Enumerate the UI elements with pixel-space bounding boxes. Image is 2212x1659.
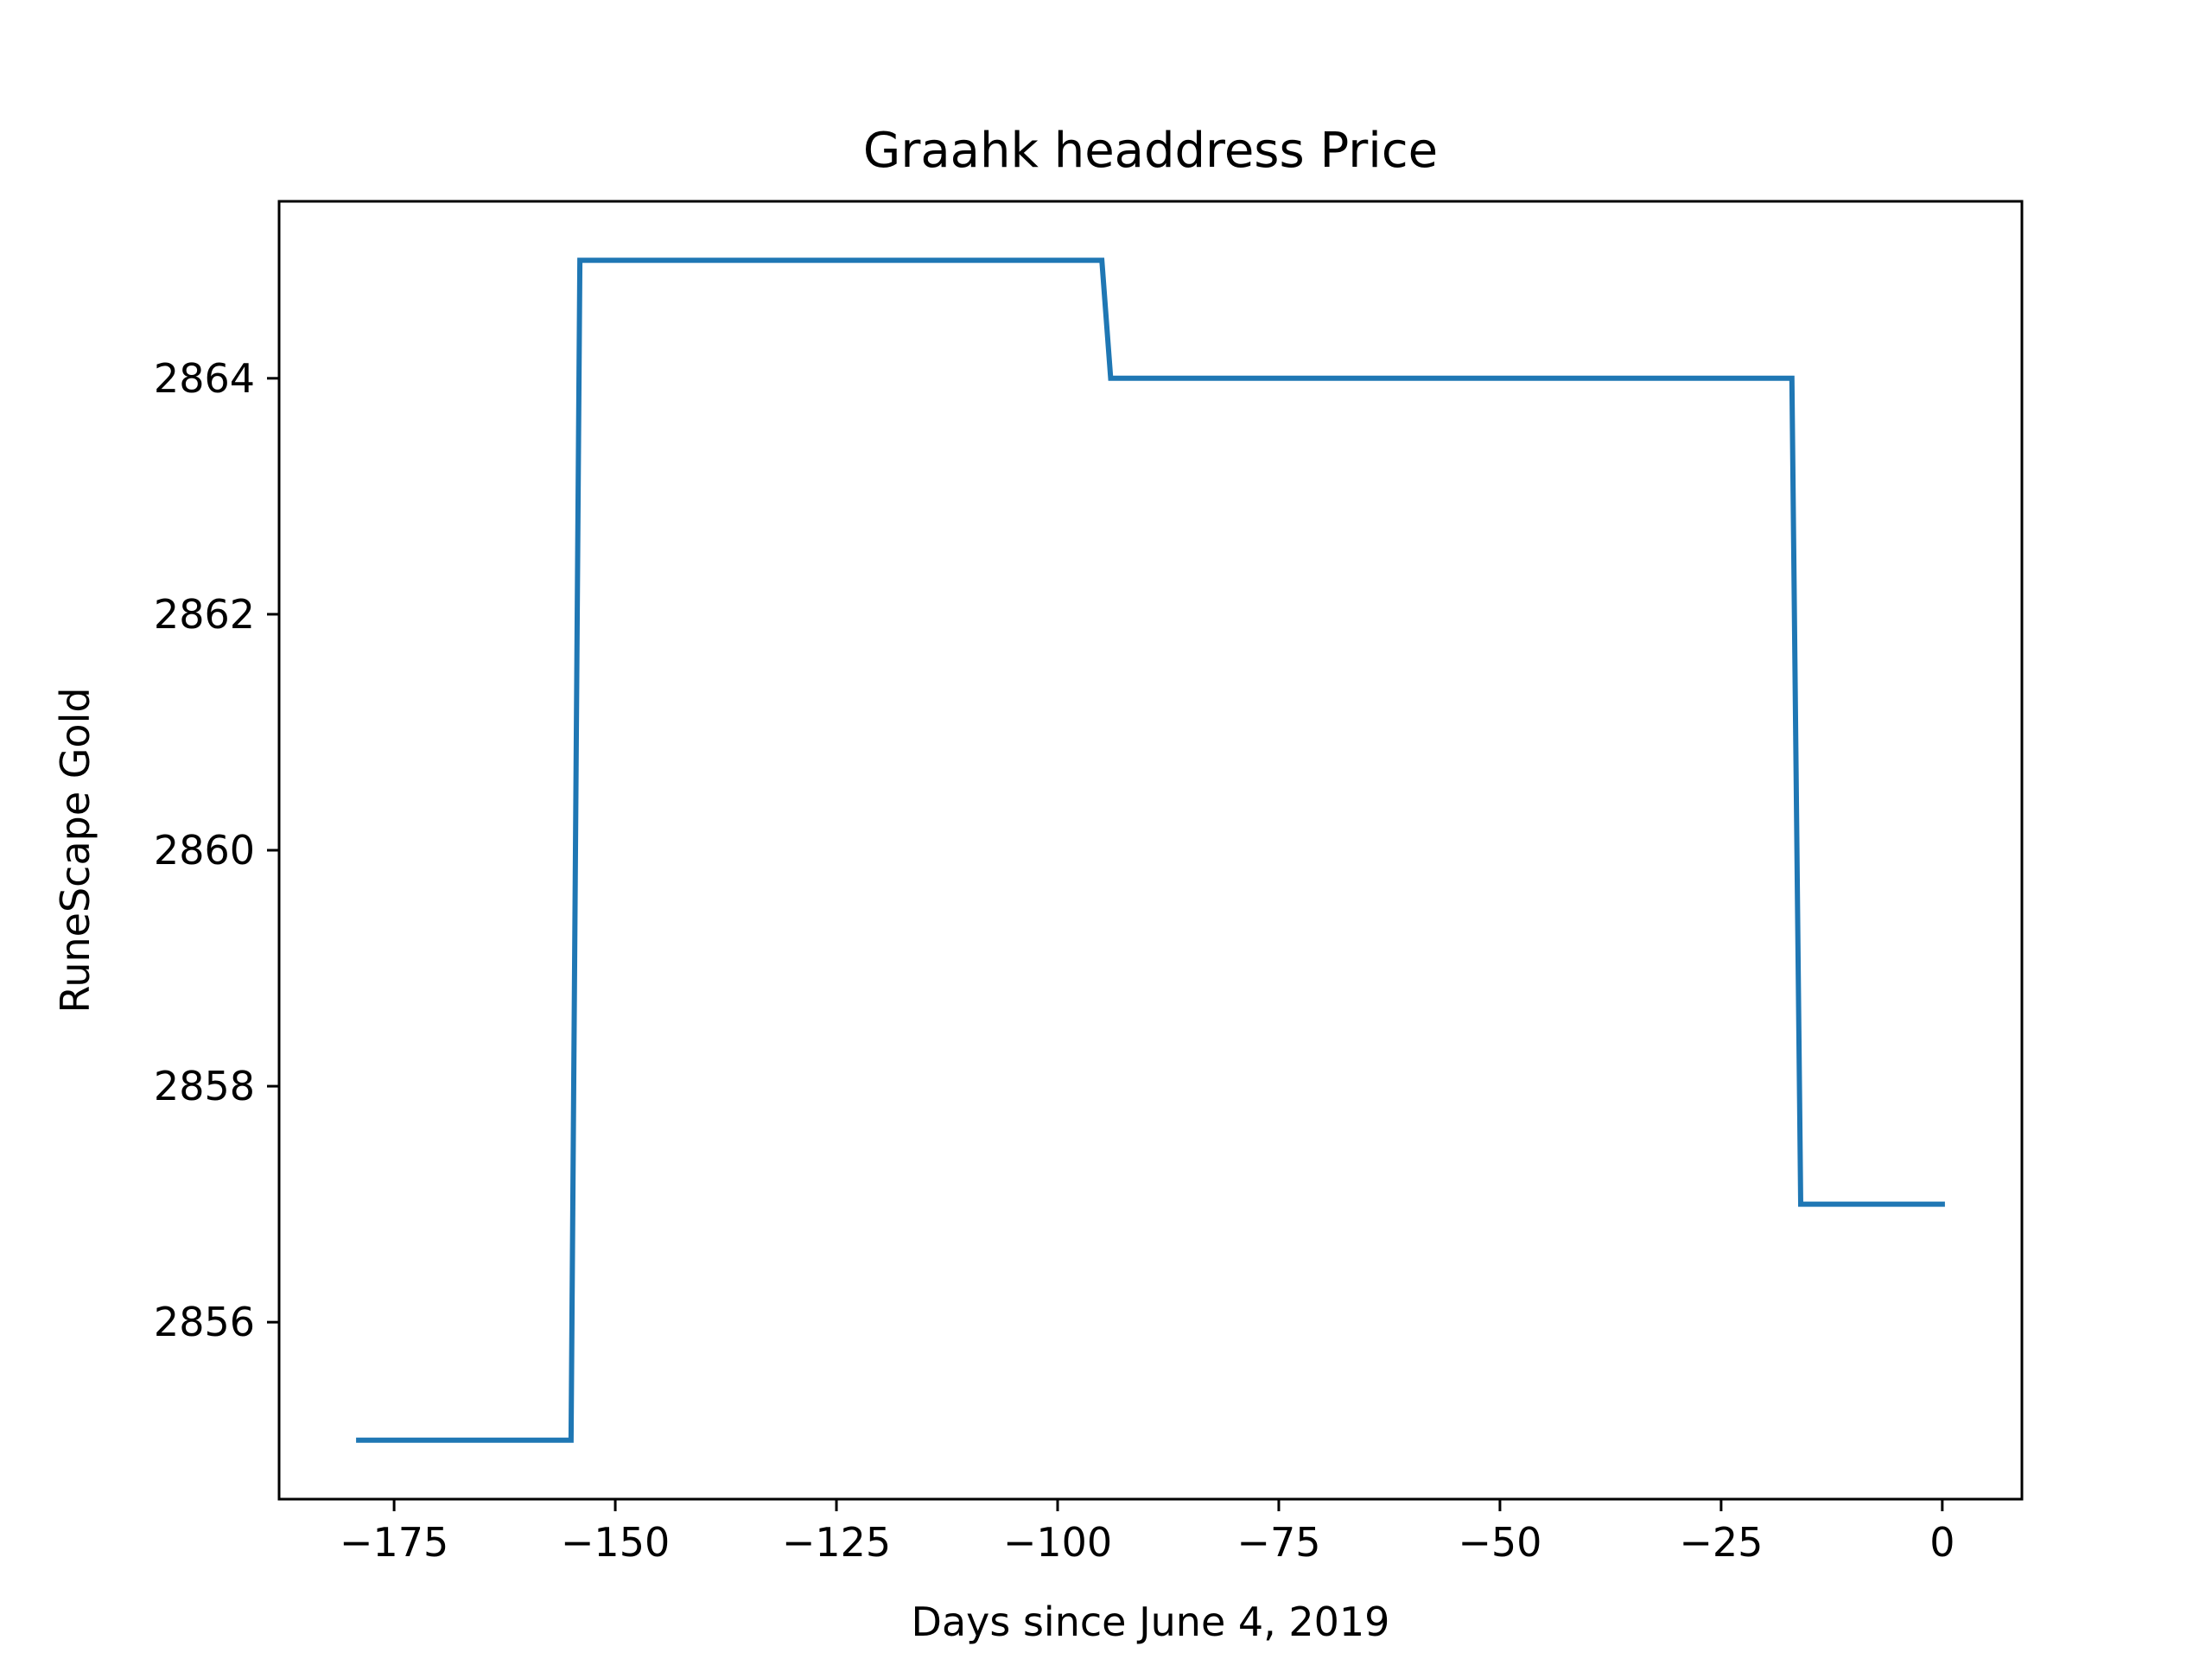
y-tick-label: 2862 (154, 591, 255, 638)
y-tick-label: 2856 (154, 1299, 255, 1345)
y-tick-label: 2860 (154, 827, 255, 874)
y-axis-title: RuneScape Gold (52, 687, 99, 1013)
x-tick-label: −150 (561, 1519, 670, 1566)
x-axis-title: Days since June 4, 2019 (912, 1599, 1390, 1645)
x-tick-label: −100 (1003, 1519, 1112, 1566)
x-tick-label: −175 (340, 1519, 448, 1566)
x-tick-label: 0 (1929, 1519, 1955, 1566)
series-line-0 (356, 257, 1945, 1443)
y-tick-label: 2864 (154, 355, 255, 402)
x-axis: −175 −150 −125 −100 −75 −50 −25 0 (340, 1499, 1955, 1566)
plot-content (356, 257, 1945, 1443)
x-tick-label: −50 (1458, 1519, 1541, 1566)
y-axis: 2856 2858 2860 2862 2864 (154, 355, 279, 1345)
x-tick-label: −25 (1679, 1519, 1763, 1566)
x-tick-label: −125 (782, 1519, 891, 1566)
y-tick-label: 2858 (154, 1063, 255, 1109)
x-tick-label: −75 (1236, 1519, 1320, 1566)
chart-title: Graahk headdress Price (863, 123, 1438, 179)
